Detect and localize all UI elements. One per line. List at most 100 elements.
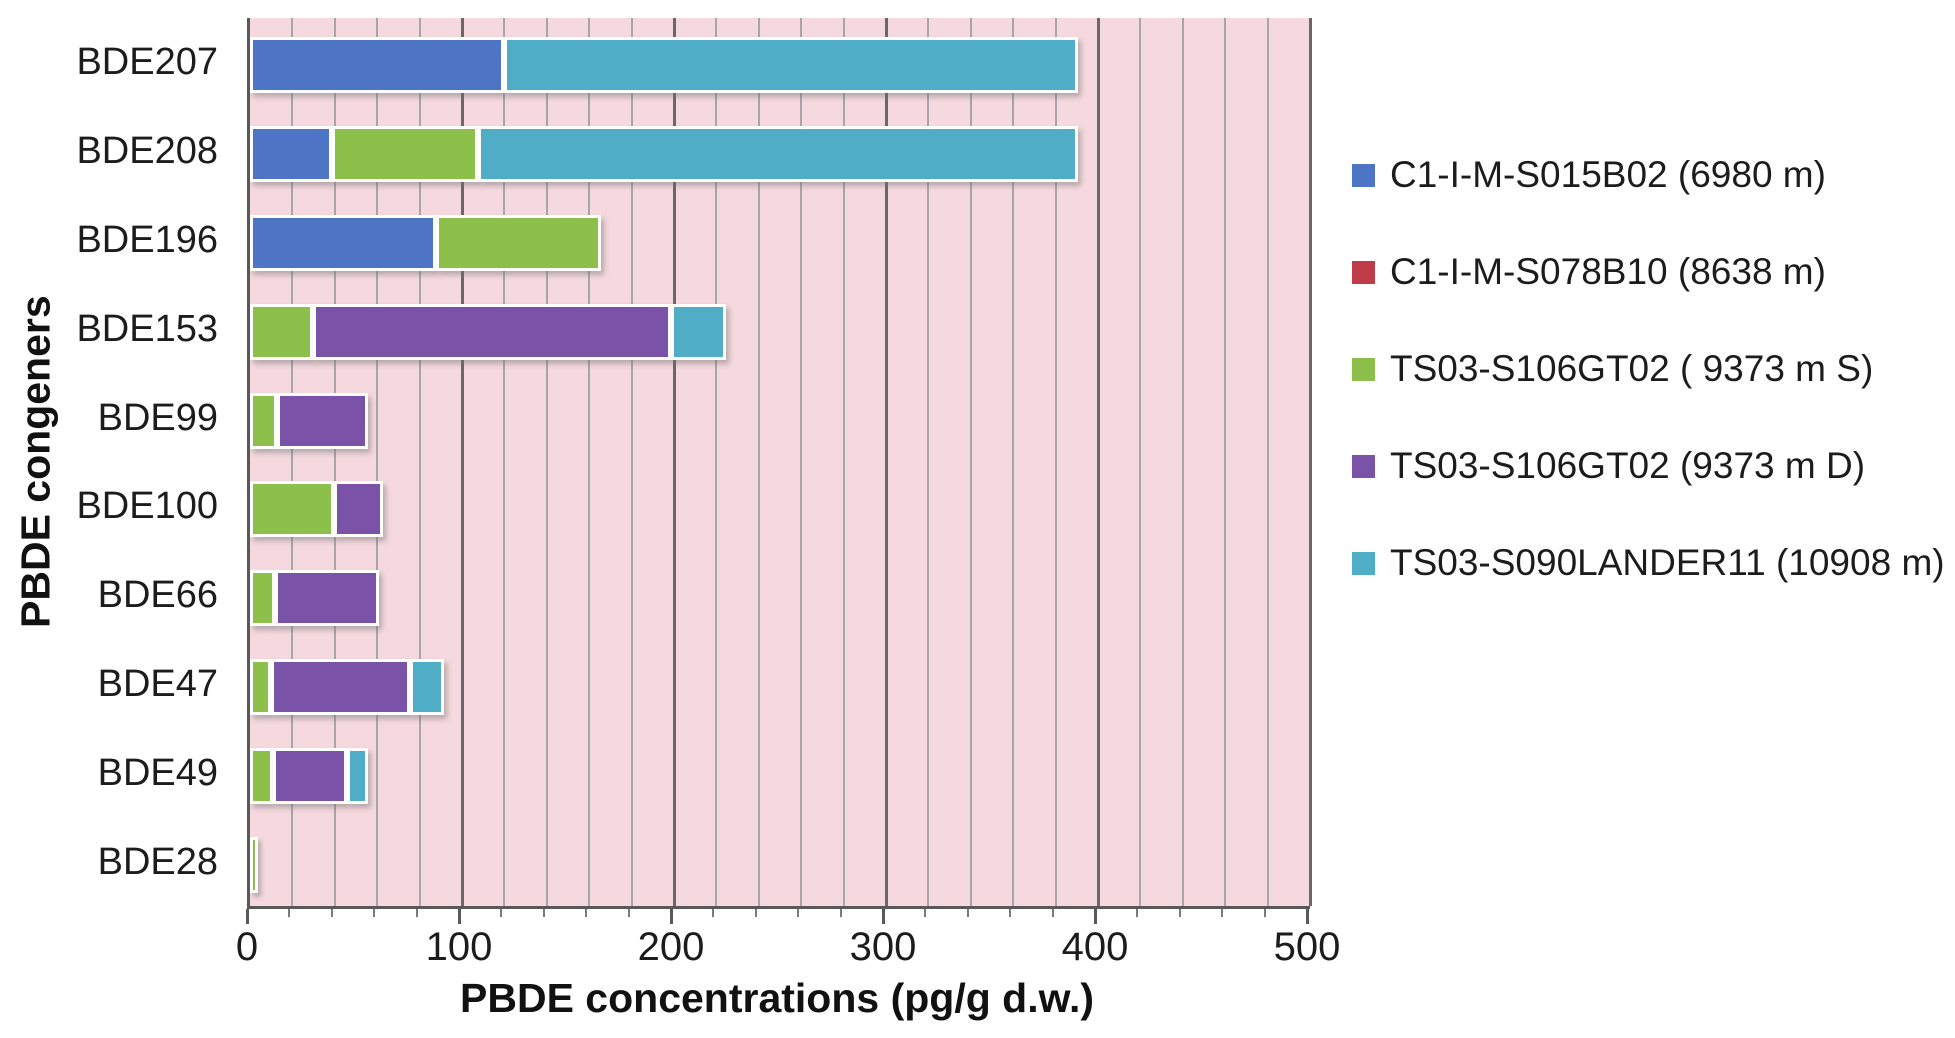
x-tick-label: 0 (235, 925, 259, 969)
bar-segment (410, 659, 444, 715)
x-tick-mark (1051, 909, 1054, 917)
gridline-minor (545, 18, 548, 906)
bar-segment (250, 37, 505, 94)
bar-segment (250, 392, 278, 449)
x-tick-mark (1263, 909, 1266, 917)
x-tick-mark (1136, 909, 1139, 917)
gridline-minor (588, 18, 591, 906)
category-label: BDE99 (97, 396, 218, 439)
x-tick-mark (1306, 909, 1309, 924)
category-label: BDE208 (76, 130, 218, 173)
bar-segment (332, 126, 479, 183)
legend-swatch (1352, 163, 1375, 187)
x-tick-mark (330, 909, 333, 917)
category-labels: BDE207 BDE208 BDE196 BDE153 BDE99 BDE100 BDE66… (0, 18, 232, 906)
gridline-minor (291, 18, 294, 906)
gridline-minor (1139, 18, 1142, 906)
x-tick-mark (373, 909, 376, 917)
bar-segment (250, 836, 259, 893)
bar-row (250, 836, 259, 893)
gridline-major (461, 18, 464, 906)
bar-segment (250, 126, 333, 183)
x-tick-mark (670, 909, 673, 924)
bar-row (250, 659, 444, 715)
x-tick-mark (754, 909, 757, 917)
legend-label: TS03-S106GT02 ( 9373 m S) (1390, 348, 1874, 389)
bar-segment (478, 126, 1078, 183)
gridline-major (1097, 18, 1100, 906)
gridline-major (885, 18, 888, 906)
gridline-minor (842, 18, 845, 906)
bar-segment (250, 215, 437, 271)
gridline-minor (333, 18, 336, 906)
bar-segment (504, 37, 1079, 94)
gridline-minor (800, 18, 803, 906)
x-tick-mark (288, 909, 291, 917)
gridline-minor (1181, 18, 1184, 906)
x-tick-label: 400 (1061, 925, 1129, 969)
plot-area (247, 18, 1312, 909)
x-tick-mark (542, 909, 545, 917)
bar-segment (275, 570, 379, 627)
gridline-minor (1266, 18, 1269, 906)
bar-segment (313, 303, 672, 360)
bar-segment (250, 659, 271, 715)
bar-row (250, 481, 383, 538)
x-tick-mark (839, 909, 842, 917)
bar-segment (250, 303, 314, 360)
bar-segment (270, 659, 411, 715)
gridline-minor (630, 18, 633, 906)
gridline-minor (503, 18, 506, 906)
legend-swatch (1352, 551, 1375, 575)
legend: C1-I-M-S015B02 (6980 m) C1-I-M-S078B10 (8… (1352, 0, 1952, 1038)
x-tick-mark (797, 909, 800, 917)
legend-item: TS03-S090LANDER11 (10908 m) (1352, 541, 1945, 585)
bar-segment (436, 215, 602, 271)
legend-item: TS03-S106GT02 ( 9373 m S) (1352, 347, 1873, 391)
legend-label: C1-I-M-S015B02 (6980 m) (1390, 154, 1826, 195)
bar-segment (334, 481, 383, 538)
gridline-minor (1012, 18, 1015, 906)
bar-row (250, 126, 1078, 183)
x-tick-mark (966, 909, 969, 917)
legend-item: C1-I-M-S078B10 (8638 m) (1352, 250, 1826, 294)
gridline-minor (1054, 18, 1057, 906)
bar-segment (277, 392, 368, 449)
bar-segment (346, 747, 368, 804)
bar-segment (250, 481, 335, 538)
category-label: BDE49 (97, 751, 218, 794)
category-label: BDE207 (76, 41, 218, 84)
category-label: BDE28 (97, 840, 218, 883)
x-tick-mark (712, 909, 715, 917)
x-tick-mark (500, 909, 503, 917)
x-tick-mark (1094, 909, 1097, 924)
legend-item: C1-I-M-S015B02 (6980 m) (1352, 153, 1826, 197)
legend-swatch (1352, 454, 1375, 478)
gridline-minor (1224, 18, 1227, 906)
x-tick-mark (1221, 909, 1224, 917)
gridline-minor (969, 18, 972, 906)
gridline-minor (757, 18, 760, 906)
category-label: BDE66 (97, 574, 218, 617)
x-tick-label: 300 (849, 925, 917, 969)
bar-row (250, 37, 1079, 94)
x-tick-mark (458, 909, 461, 924)
x-tick-label: 200 (637, 925, 705, 969)
bar-row (250, 747, 368, 804)
legend-swatch (1352, 357, 1375, 381)
bar-segment (671, 303, 726, 360)
category-label: BDE196 (76, 219, 218, 261)
x-tick-mark (1009, 909, 1012, 917)
x-tick-mark (627, 909, 630, 917)
x-tick-mark (246, 909, 249, 924)
gridline-major (1309, 18, 1312, 906)
gridline-major (673, 18, 676, 906)
bar-row (250, 303, 726, 360)
category-label: BDE153 (76, 307, 218, 350)
gridline-minor (715, 18, 718, 906)
category-label: BDE47 (97, 663, 218, 705)
x-tick-mark (585, 909, 588, 917)
x-tick-label: 100 (425, 925, 493, 969)
gridline-minor (418, 18, 421, 906)
legend-label: C1-I-M-S078B10 (8638 m) (1390, 251, 1826, 292)
